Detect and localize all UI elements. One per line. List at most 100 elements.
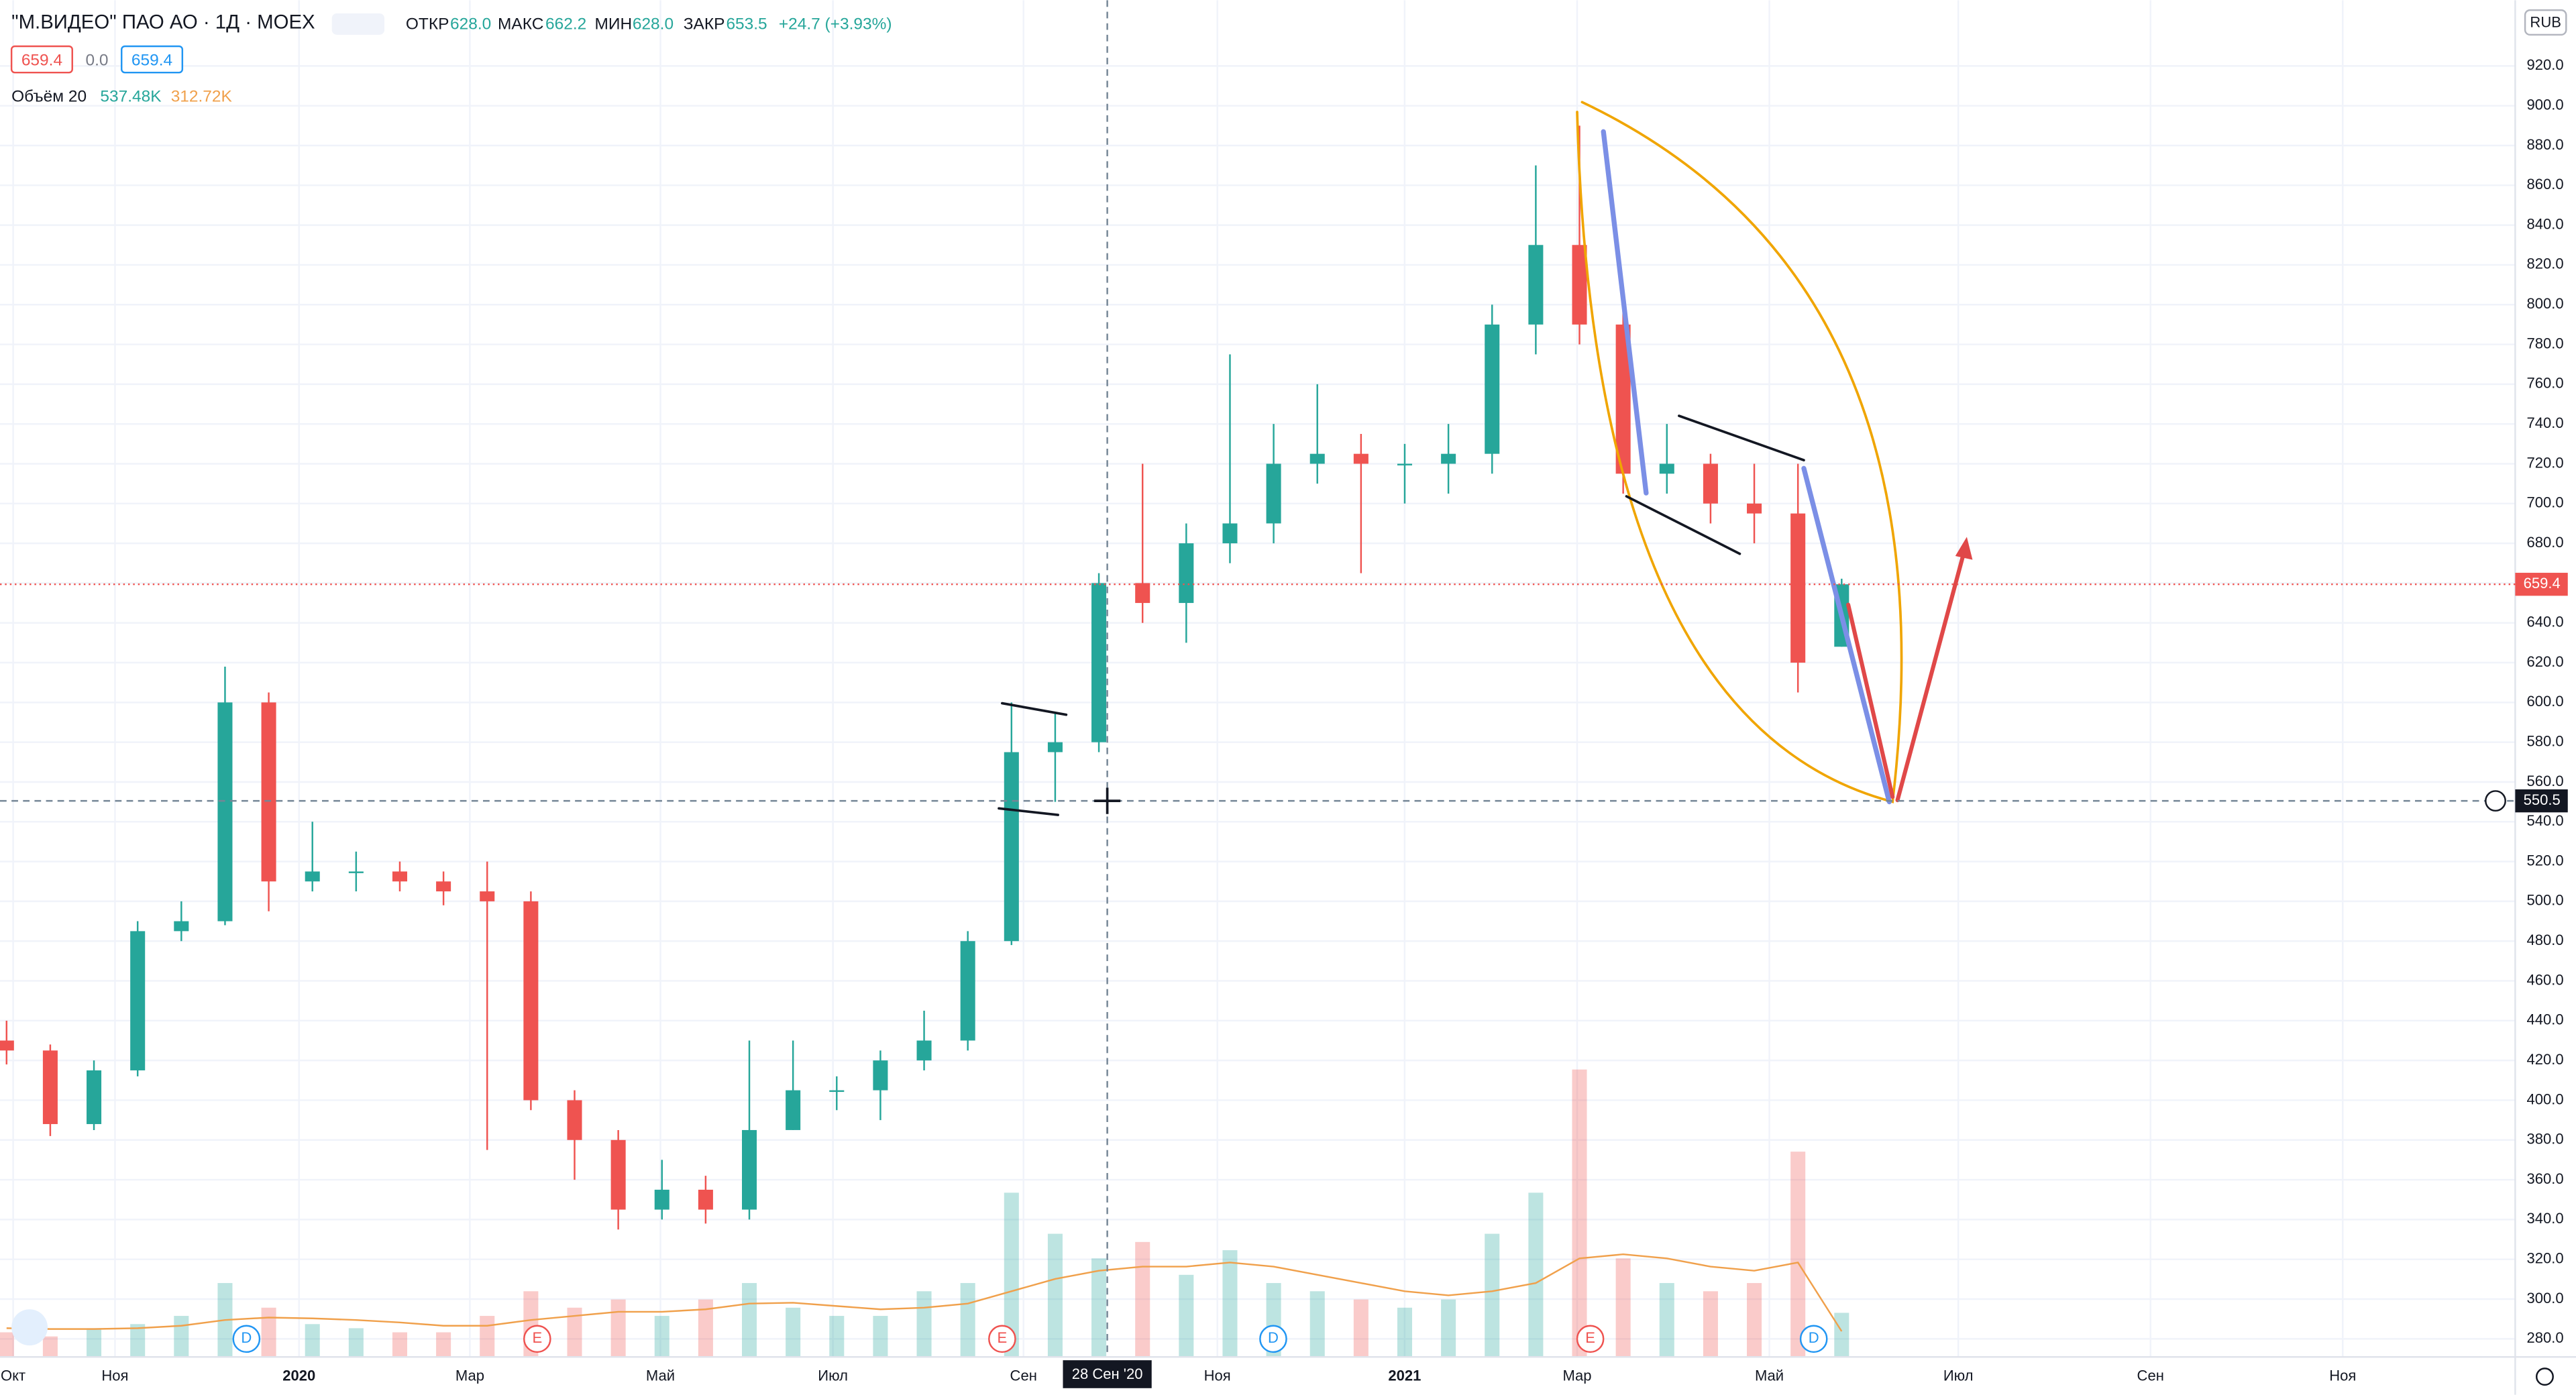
add-alert	[2485, 790, 2506, 812]
ohlc-value: 628.0	[450, 15, 491, 34]
ohlc-label: ОТКР	[406, 15, 449, 34]
volume-bar	[1353, 1299, 1368, 1357]
volume-bar	[786, 1307, 801, 1357]
event-label: D	[1809, 1329, 1819, 1346]
y-tick-label: 680.0	[2527, 534, 2564, 551]
spread: 0.0	[85, 51, 108, 69]
volume-bar	[1004, 1192, 1019, 1357]
candle-body	[1179, 543, 1194, 604]
y-tick-label: 700.0	[2527, 494, 2564, 511]
x-tick-label: Май	[1755, 1367, 1784, 1384]
candle-body	[348, 871, 364, 873]
ask-box[interactable]	[121, 45, 184, 74]
y-tick-label: 820.0	[2527, 256, 2564, 272]
volume-ma-line	[6, 1253, 1843, 1332]
trend-line	[1601, 129, 1649, 496]
y-tick-label: 280.0	[2527, 1329, 2564, 1346]
y-tick-label: 800.0	[2527, 295, 2564, 312]
x-tick-label: Май	[646, 1367, 675, 1384]
y-tick-label: 740.0	[2527, 414, 2564, 431]
logo[interactable]	[11, 1309, 48, 1346]
volume-bar	[42, 1336, 58, 1357]
y-tick-label: 620.0	[2527, 653, 2564, 670]
candle-body	[742, 1129, 757, 1210]
arrow-head	[1955, 537, 1973, 560]
ohlc-value: 628.0	[633, 15, 674, 34]
ask: 659.4	[131, 51, 172, 69]
y-tick-label: 360.0	[2527, 1170, 2564, 1187]
toggle[interactable]	[331, 13, 385, 35]
volume-bar	[654, 1316, 669, 1357]
candle-body	[916, 1040, 932, 1061]
event-marker	[523, 1325, 551, 1353]
candle-body	[1266, 463, 1281, 524]
header: "М.ВИДЕО" ПАО АО · 1Д · MOEX ОТКР 628.0 …	[10, 11, 892, 105]
y-tick-label: 840.0	[2527, 215, 2564, 232]
y-tick-label: 440.0	[2527, 1011, 2564, 1028]
event-label: E	[532, 1329, 542, 1346]
volume-bar	[87, 1328, 102, 1357]
settings-icon[interactable]	[2536, 1368, 2554, 1386]
y-tick-label: 720.0	[2527, 454, 2564, 471]
event-marker	[988, 1325, 1016, 1353]
x-tick-label: Июл	[818, 1367, 848, 1384]
volume-bar	[873, 1316, 888, 1357]
crosshair-cursor	[1094, 787, 1121, 814]
arrow-line	[1895, 547, 1968, 803]
x-tick-label: Ноя	[101, 1367, 128, 1384]
volume-bar	[1309, 1291, 1325, 1357]
x-tick-label: Мар	[1562, 1367, 1591, 1384]
x-tick-label: 2021	[1388, 1367, 1421, 1384]
candle-body	[1790, 513, 1806, 663]
y-tick-label: 300.0	[2527, 1290, 2564, 1306]
crosshair-x-label: 28 Сен '20	[1072, 1365, 1143, 1382]
candle-body	[1615, 324, 1631, 474]
y-tick-label: 900.0	[2527, 97, 2564, 113]
candle-body	[1309, 453, 1325, 464]
flag-line	[998, 807, 1059, 816]
y-tick-label: 920.0	[2527, 56, 2564, 73]
x-tick-label: Мар	[455, 1367, 484, 1384]
event-marker	[1576, 1325, 1605, 1353]
x-tick-label: Ноя	[2329, 1367, 2356, 1384]
event-label: D	[241, 1329, 252, 1346]
candle-body	[1659, 463, 1674, 474]
drawings	[998, 101, 1973, 816]
y-tick-label: 580.0	[2527, 732, 2564, 749]
volume-bar	[829, 1316, 845, 1357]
candle-body	[1528, 245, 1544, 325]
bid-box[interactable]	[10, 45, 73, 74]
event-marker	[232, 1325, 261, 1353]
candle-body	[1135, 583, 1150, 604]
ohlc-label: ЗАКР	[684, 15, 725, 34]
candle-body	[480, 891, 495, 901]
x-tick-label: Июл	[1943, 1367, 1974, 1384]
candle-body	[1441, 453, 1456, 464]
candle-body	[610, 1139, 626, 1210]
x-tick-label: Ноя	[1204, 1367, 1231, 1384]
volume-bar	[1179, 1274, 1194, 1357]
bid: 659.4	[21, 51, 62, 69]
currency-box[interactable]	[2524, 9, 2567, 36]
y-tick-label: 760.0	[2527, 375, 2564, 392]
volume-bar	[1790, 1152, 1806, 1357]
volume-bar	[1397, 1307, 1413, 1357]
x-tick-label: Сен	[2137, 1367, 2164, 1384]
flag-line	[1001, 702, 1068, 716]
event-label: E	[1585, 1329, 1595, 1346]
trend-line	[1801, 465, 1892, 805]
y-tick-label: 560.0	[2527, 773, 2564, 789]
event-label: D	[1268, 1329, 1279, 1346]
candle-body	[305, 871, 320, 882]
volume-bar	[1091, 1258, 1107, 1357]
candle-body	[1222, 523, 1238, 544]
y-tick-label: 320.0	[2527, 1250, 2564, 1267]
x-tick-label: Сен	[1010, 1367, 1037, 1384]
change: +24.7 (+3.93%)	[779, 15, 892, 34]
volume-bar	[916, 1291, 932, 1357]
crosshair-y-label: 550.5	[2524, 791, 2561, 808]
candle-body	[873, 1060, 888, 1091]
